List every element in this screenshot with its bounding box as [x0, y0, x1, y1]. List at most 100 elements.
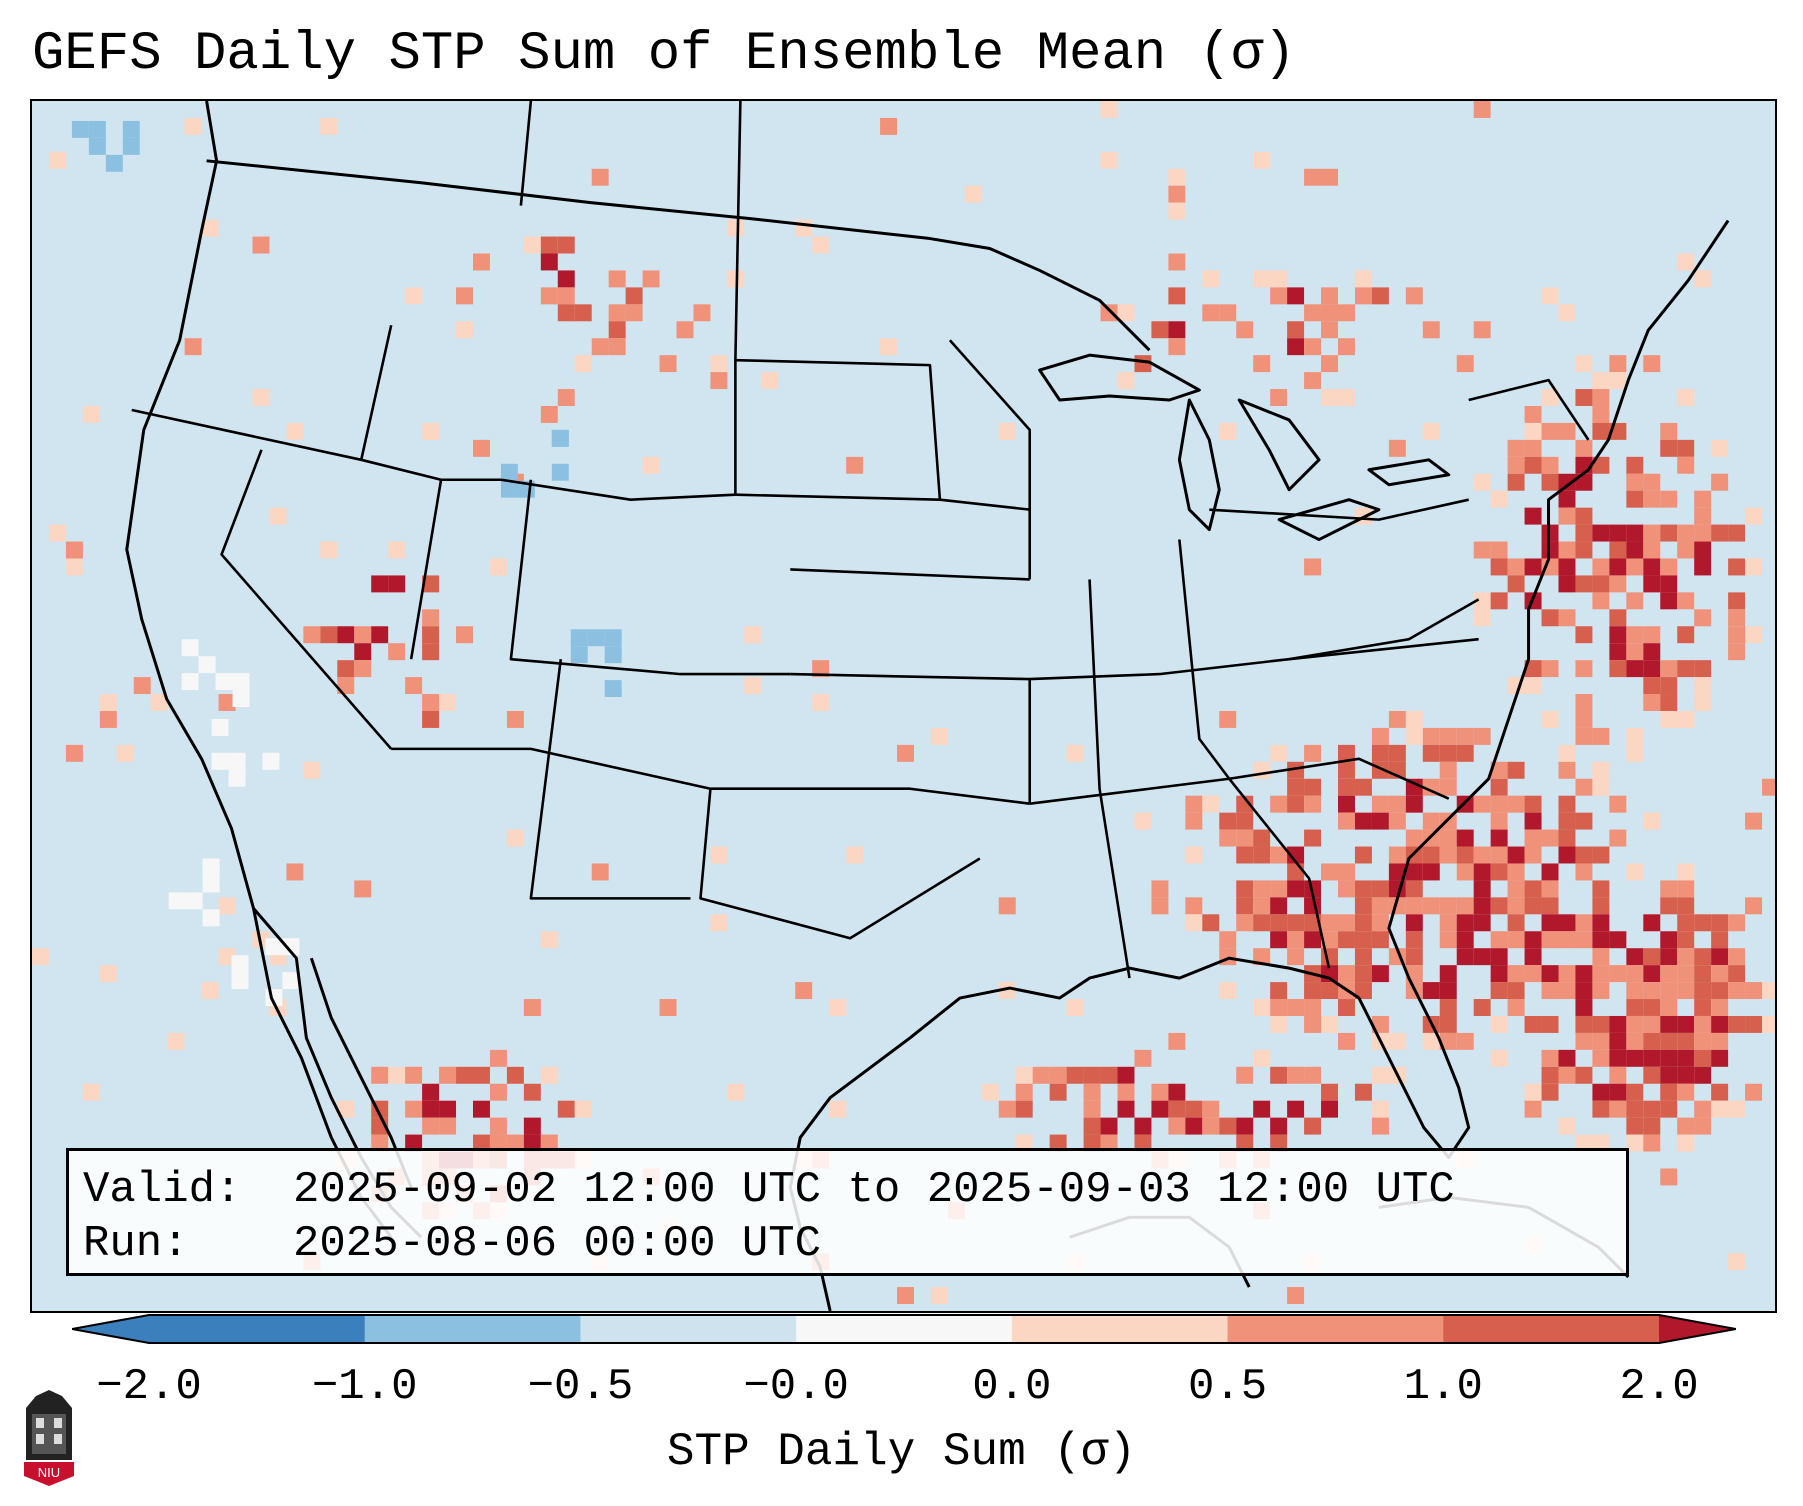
stp-cell [405, 287, 423, 305]
stp-cell [181, 673, 199, 691]
stp-cell [1677, 965, 1695, 983]
stp-cell [1321, 355, 1339, 373]
stp-cell [1388, 795, 1406, 813]
stp-cell [439, 1066, 457, 1084]
stp-cell [1592, 1049, 1610, 1067]
stp-cell [1168, 287, 1186, 305]
stp-cell [1371, 880, 1389, 898]
stp-cell [1558, 1066, 1576, 1084]
stp-cell [1575, 694, 1593, 711]
stp-cell [1541, 473, 1559, 491]
stp-cell [168, 892, 186, 910]
stp-cell [1660, 524, 1678, 542]
stp-cell [1304, 744, 1322, 762]
stp-cell [1643, 355, 1661, 373]
colorbar-label: STP Daily Sum (σ) [666, 1426, 1137, 1478]
stp-cell [1660, 422, 1678, 440]
stp-cell [1558, 609, 1576, 627]
colorbar-tick-label: 0.0 [972, 1362, 1052, 1412]
stp-cell [122, 120, 140, 138]
stp-cell [551, 429, 569, 447]
stp-cell [981, 1083, 999, 1101]
stp-cell [1660, 677, 1678, 695]
stp-cell [1541, 389, 1559, 406]
stp-cell [1660, 948, 1678, 966]
stp-cell [1490, 592, 1508, 610]
stp-cell [133, 677, 151, 695]
stp-cell [1541, 1015, 1559, 1033]
stp-cell [1558, 558, 1576, 576]
stp-cell [1304, 168, 1322, 186]
stp-cell [1219, 931, 1237, 949]
stp-cell [1405, 931, 1423, 949]
stp-cell [1405, 795, 1423, 813]
stp-cell [1321, 914, 1339, 932]
stp-cell [1507, 846, 1525, 864]
stp-cell [1490, 761, 1508, 779]
stp-cell [659, 355, 677, 373]
stp-cell [1762, 1015, 1775, 1033]
stp-cell [82, 1083, 100, 1101]
stp-cell [1677, 863, 1695, 881]
stp-cell [795, 982, 813, 1000]
stp-cell [456, 287, 473, 305]
stp-cell [1745, 1083, 1763, 1101]
stp-cell [930, 1287, 948, 1305]
stp-cell [1694, 1015, 1712, 1033]
stp-cell [1151, 1100, 1169, 1118]
stp-cell [574, 304, 592, 322]
stp-cell [1168, 253, 1186, 271]
stp-cell [1049, 1066, 1067, 1084]
stp-cell [1575, 1134, 1593, 1152]
stp-cell [1507, 473, 1525, 491]
stp-cell [388, 541, 406, 559]
stp-cell [1473, 727, 1491, 745]
stp-cell [1609, 609, 1627, 627]
canada-us-border [206, 159, 1151, 352]
colorbar-bin [1227, 1315, 1444, 1343]
stp-cell [1117, 372, 1135, 390]
stp-cell [1066, 1066, 1084, 1084]
colorbar-bin [364, 1315, 581, 1343]
stp-cell [1490, 897, 1508, 915]
stp-cell [1117, 304, 1135, 322]
stp-cell [1321, 863, 1339, 881]
stp-cell [1338, 965, 1355, 983]
stp-cell [744, 626, 762, 644]
stp-cell [1219, 422, 1237, 440]
stp-cell [472, 1134, 490, 1152]
stp-cell [642, 456, 660, 474]
stp-cell [1354, 931, 1372, 949]
stp-cell [1677, 1083, 1695, 1101]
stp-cell [1626, 999, 1644, 1016]
stp-cell [1202, 795, 1220, 813]
stp-cell [1490, 829, 1508, 847]
stp-cell [1388, 812, 1406, 830]
stp-cell [1354, 287, 1372, 305]
stp-cell [1609, 1083, 1627, 1101]
stp-cell [1253, 151, 1271, 169]
stp-cell [1558, 965, 1576, 983]
stp-cell [1609, 931, 1627, 949]
stp-cell [65, 541, 83, 559]
stp-cell [1473, 863, 1491, 881]
stp-cell [1015, 1100, 1033, 1118]
stp-cell [1541, 710, 1559, 728]
stp-cell [1575, 999, 1593, 1016]
stp-cell [1677, 253, 1695, 271]
stp-cell [1185, 897, 1203, 915]
stp-cell [185, 892, 203, 910]
stp-cell [1439, 761, 1457, 779]
stp-cell [1592, 880, 1610, 898]
stp-cell [1626, 1117, 1644, 1135]
stp-cell [1321, 168, 1339, 186]
stp-cell [1490, 863, 1508, 881]
stp-cell [1338, 778, 1355, 796]
stp-cell [1524, 812, 1542, 830]
stp-cell [1626, 592, 1644, 610]
stp-cell [252, 236, 270, 254]
stp-cell [422, 1083, 440, 1101]
stp-cell [489, 1134, 507, 1152]
stp-cell [1253, 1049, 1271, 1067]
stp-cell [1677, 541, 1695, 559]
